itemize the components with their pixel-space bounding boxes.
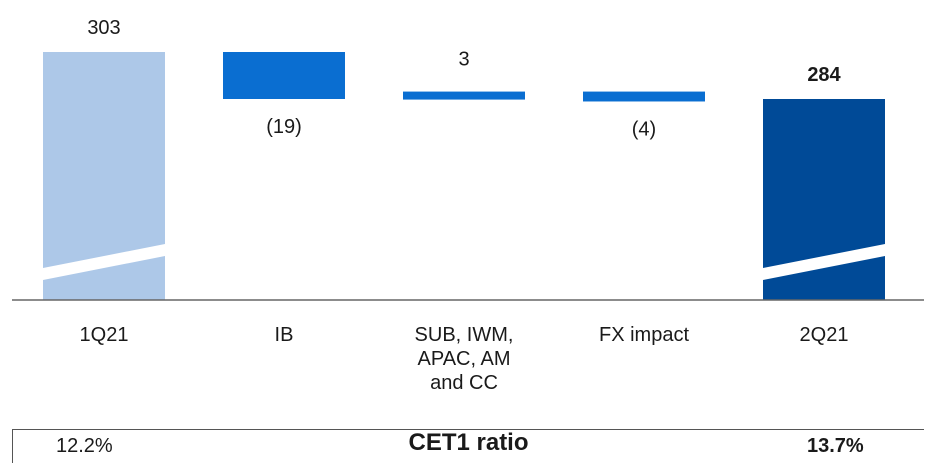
category-label-4-0: 2Q21: [800, 324, 849, 346]
value-label-0: 303: [87, 17, 120, 39]
axis-breaks-group: [43, 244, 885, 280]
category-label-3-0: FX impact: [599, 324, 689, 346]
value-label-2: 3: [458, 49, 469, 71]
category-label-2-0: SUB, IWM,: [415, 324, 514, 346]
axis-break-0: [43, 244, 165, 280]
bar-2: [403, 91, 525, 100]
category-label-1-0: IB: [275, 324, 294, 346]
value-label-3: (4): [632, 118, 656, 140]
category-label-0-0: 1Q21: [80, 324, 129, 346]
axis-break-4: [763, 244, 885, 280]
waterfall-chart: 303 (19) 3 (4) 284 1Q21 IB SUB, IWM,APAC, AMan…: [12, 17, 924, 394]
bar-3: [583, 91, 705, 102]
cet1-ratio-start: 12.2%: [56, 435, 113, 457]
cet1-ratio-end: 13.7%: [807, 435, 864, 457]
cet1-ratio-row: 12.2% CET1 ratio 13.7%: [12, 429, 924, 463]
category-label-2-2: and CC: [430, 372, 498, 394]
category-label-2-1: APAC, AM: [418, 348, 511, 370]
value-labels-group: 303 (19) 3 (4) 284: [87, 17, 841, 140]
value-label-1: (19): [266, 116, 302, 138]
bars-group: [43, 52, 885, 300]
bar-1: [223, 52, 345, 99]
value-label-4: 284: [807, 64, 841, 86]
cet1-ratio-label: CET1 ratio: [408, 429, 529, 456]
